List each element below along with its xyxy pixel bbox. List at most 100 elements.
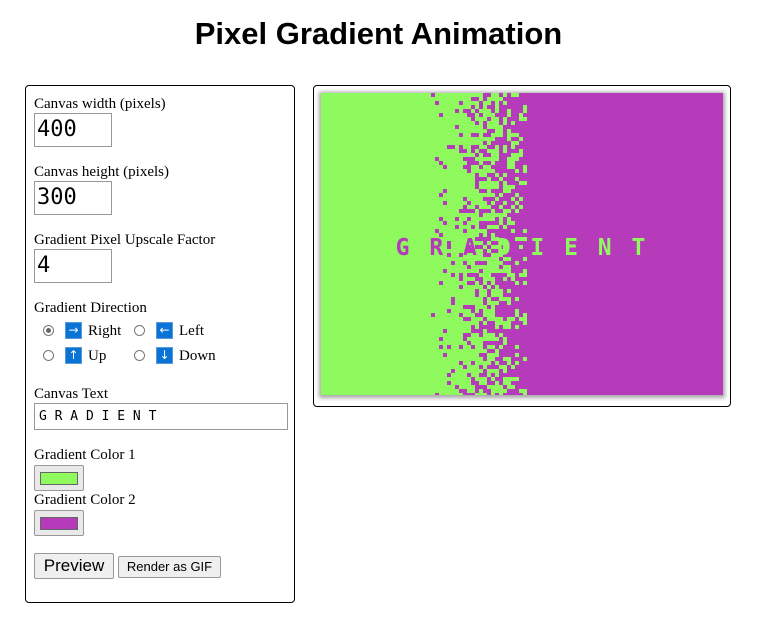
dither-pixel — [507, 361, 511, 365]
gradient-color-1-picker[interactable] — [34, 465, 84, 491]
dither-pixel — [459, 277, 463, 281]
controls-panel: Canvas width (pixels) 400 Canvas height … — [25, 85, 295, 603]
dither-pixel — [491, 137, 495, 141]
dither-pixel — [515, 157, 519, 161]
dither-pixel — [463, 165, 467, 169]
dither-pixel — [503, 341, 507, 345]
dither-pixel — [439, 345, 443, 349]
dither-pixel — [523, 321, 527, 325]
dither-pixel — [491, 385, 495, 389]
dither-pixel — [431, 313, 435, 317]
canvas-width-input[interactable]: 400 — [34, 113, 112, 147]
direction-right-radio[interactable] — [43, 325, 54, 336]
dither-pixel — [491, 245, 495, 249]
dither-pixel — [463, 317, 467, 321]
dither-pixel — [471, 309, 475, 313]
dither-pixel — [495, 289, 499, 293]
dither-pixel — [491, 153, 495, 157]
dither-pixel — [475, 329, 479, 333]
dither-pixel — [523, 237, 527, 241]
dither-pixel — [447, 245, 451, 249]
dither-pixel — [455, 385, 459, 389]
preview-frame: G R A D I E N T — [313, 85, 731, 407]
dither-pixel — [471, 361, 475, 365]
dither-pixel — [503, 249, 507, 253]
dither-pixel — [479, 189, 483, 193]
dither-pixel — [515, 133, 519, 137]
canvas-text: G R A D I E N T — [396, 235, 649, 261]
dither-pixel — [479, 281, 483, 285]
render-gif-button[interactable]: Render as GIF — [118, 556, 221, 578]
upscale-factor-input[interactable]: 4 — [34, 249, 112, 283]
dither-pixel — [507, 289, 511, 293]
dither-pixel — [515, 297, 519, 301]
dither-pixel — [495, 149, 499, 153]
canvas-height-input[interactable]: 300 — [34, 181, 112, 215]
dither-pixel — [499, 261, 503, 265]
dither-pixel — [467, 281, 471, 285]
dither-pixel — [467, 109, 471, 113]
dither-pixel — [507, 185, 511, 189]
dither-pixel — [479, 325, 483, 329]
dither-pixel — [471, 149, 475, 153]
preview-button[interactable]: Preview — [34, 553, 114, 579]
dither-pixel — [503, 145, 507, 149]
dither-pixel — [475, 313, 479, 317]
dither-pixel — [515, 353, 519, 357]
arrow-left-icon: ← — [156, 322, 173, 339]
direction-up-label: Up — [88, 348, 107, 364]
dither-pixel — [491, 233, 495, 237]
gradient-direction-label: Gradient Direction — [34, 300, 147, 316]
dither-pixel — [491, 169, 495, 173]
dither-pixel — [511, 153, 515, 157]
dither-pixel — [483, 389, 487, 393]
dither-pixel — [507, 137, 511, 141]
dither-pixel — [503, 297, 507, 301]
dither-pixel — [495, 353, 499, 357]
dither-pixel — [475, 121, 479, 125]
dither-pixel — [503, 213, 507, 217]
dither-pixel — [483, 225, 487, 229]
dither-pixel — [495, 109, 499, 113]
dither-pixel — [463, 229, 467, 233]
dither-pixel — [515, 141, 519, 145]
dither-pixel — [523, 257, 527, 261]
dither-pixel — [503, 321, 507, 325]
dither-pixel — [491, 193, 495, 197]
dither-pixel — [459, 345, 463, 349]
dither-pixel — [447, 241, 451, 245]
dither-pixel — [491, 305, 495, 309]
dither-pixel — [507, 377, 511, 381]
gradient-color-2-picker[interactable] — [34, 510, 84, 536]
dither-pixel — [475, 161, 479, 165]
dither-pixel — [443, 189, 447, 193]
dither-pixel — [459, 101, 463, 105]
dither-pixel — [471, 209, 475, 213]
dither-pixel — [463, 365, 467, 369]
dither-pixel — [467, 333, 471, 337]
dither-pixel — [487, 237, 491, 241]
dither-pixel — [447, 145, 451, 149]
dither-pixel — [479, 365, 483, 369]
dither-pixel — [463, 209, 467, 213]
dither-pixel — [491, 269, 495, 273]
direction-up-radio[interactable] — [43, 350, 54, 361]
dither-pixel — [475, 133, 479, 137]
dither-pixel — [515, 261, 519, 265]
dither-pixel — [479, 209, 483, 213]
direction-down-radio[interactable] — [134, 350, 145, 361]
dither-pixel — [503, 369, 507, 373]
dither-pixel — [499, 269, 503, 273]
dither-pixel — [515, 309, 519, 313]
dither-pixel — [471, 273, 475, 277]
dither-pixel — [479, 321, 483, 325]
dither-pixel — [495, 261, 499, 265]
dither-pixel — [503, 269, 507, 273]
dither-pixel — [491, 125, 495, 129]
direction-left-radio[interactable] — [134, 325, 145, 336]
dither-pixel — [507, 133, 511, 137]
dither-pixel — [483, 197, 487, 201]
canvas-text-input[interactable]: G R A D I E N T — [34, 403, 288, 430]
dither-pixel — [479, 385, 483, 389]
dither-pixel — [483, 341, 487, 345]
